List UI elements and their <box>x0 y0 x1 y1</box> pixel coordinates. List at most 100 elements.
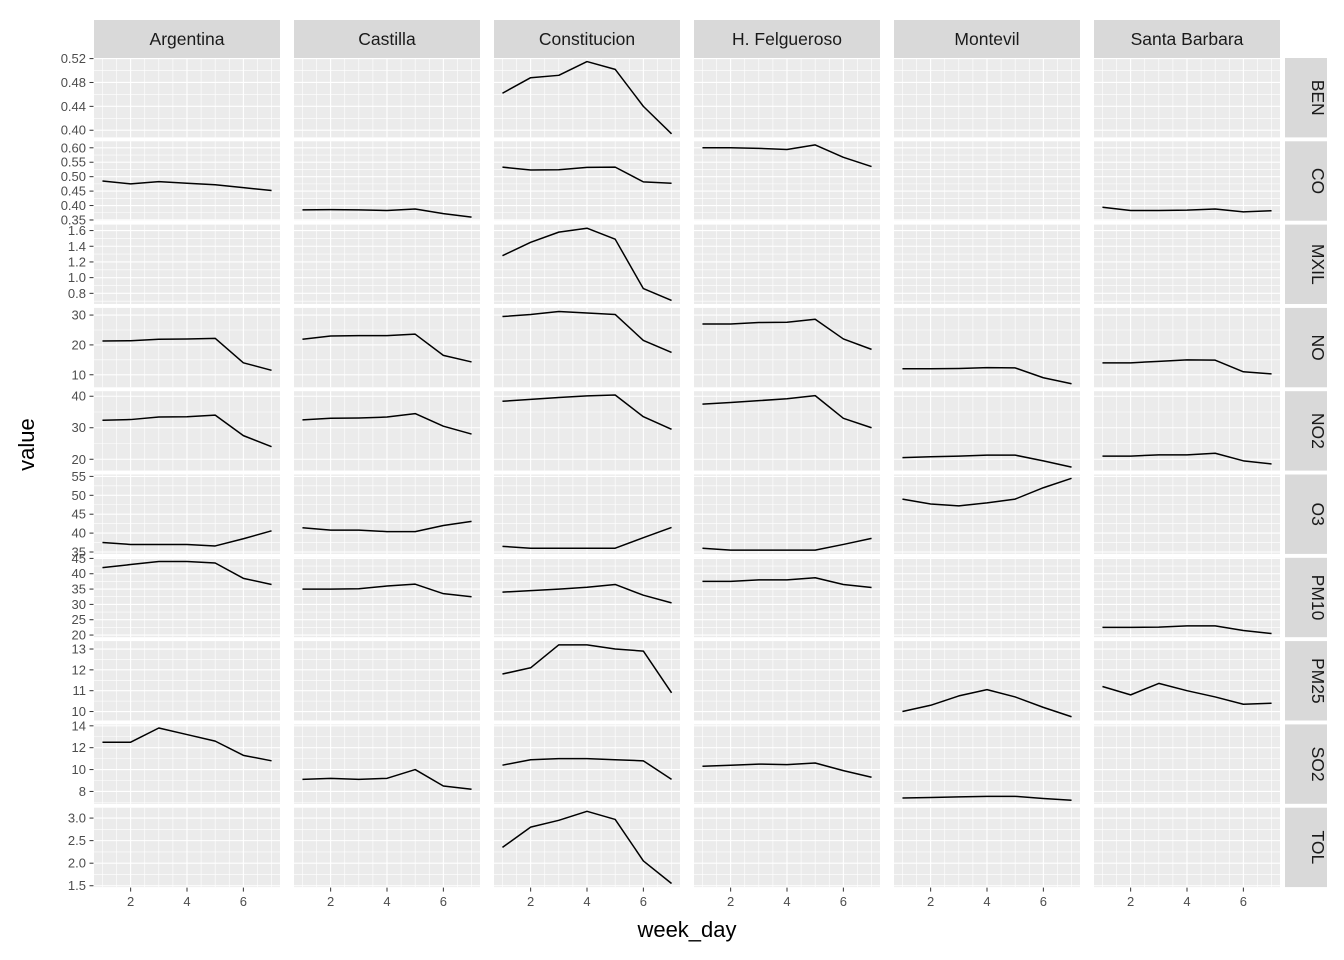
facet-column-label: Argentina <box>150 29 225 49</box>
x-tick-label: 6 <box>440 894 447 909</box>
y-tick-label: 20 <box>72 337 86 352</box>
facet-panel <box>294 557 480 638</box>
facet-panel <box>494 641 680 721</box>
x-tick-label: 4 <box>583 894 590 909</box>
data-line <box>1102 359 1272 375</box>
facet-panel <box>94 224 280 304</box>
y-tick-label: 14 <box>72 718 86 733</box>
data-line <box>502 810 673 885</box>
facet-column-label: Constitucion <box>539 29 635 49</box>
y-tick-label: 3.0 <box>68 811 86 826</box>
y-tick-label: 2.5 <box>68 833 86 848</box>
data-line <box>502 227 672 302</box>
y-tick-label: 0.50 <box>61 169 86 184</box>
y-tick-label: 1.6 <box>68 223 86 238</box>
facet-panel <box>894 724 1080 804</box>
data-line <box>102 180 272 192</box>
y-tick-label: 10 <box>72 367 86 382</box>
facet-panel <box>894 58 1080 138</box>
facet-panel <box>494 807 680 888</box>
facet-panel <box>94 307 280 388</box>
facet-column-strip: Castilla <box>294 20 480 58</box>
y-tick-label: 50 <box>72 488 86 503</box>
x-tick-label: 2 <box>127 894 134 909</box>
facet-panel <box>94 557 280 638</box>
facet-panel <box>694 307 880 388</box>
y-tick-label: 20 <box>72 628 86 643</box>
facet-panel <box>94 807 280 888</box>
facet-panel <box>294 58 480 138</box>
facet-panel <box>1094 557 1280 638</box>
facet-panel <box>1094 224 1280 304</box>
facet-panel <box>1094 724 1280 804</box>
facet-row-strip: MXIL <box>1285 224 1328 304</box>
x-tick-label: 6 <box>1240 894 1247 909</box>
facet-row-strip: O3 <box>1285 474 1328 554</box>
facet-row-strip-bg <box>1285 807 1327 888</box>
data-line <box>1102 625 1272 635</box>
facet-column-strip-bg <box>294 20 480 58</box>
facet-panel <box>294 224 480 304</box>
facet-panel <box>94 724 280 804</box>
facet-row-label: NO2 <box>1308 413 1328 449</box>
y-tick-label: 20 <box>72 452 86 467</box>
x-tick-label: 6 <box>1040 894 1047 909</box>
y-tick-label: 0.40 <box>61 123 86 138</box>
facet-row-strip: SO2 <box>1285 724 1328 804</box>
y-tick-label: 40 <box>72 389 86 404</box>
facet-panel <box>294 391 480 471</box>
data-line <box>302 768 472 790</box>
facet-row-strip-bg <box>1285 224 1327 304</box>
facet-panel <box>294 724 480 804</box>
y-tick-label: 40 <box>72 566 86 581</box>
data-line <box>102 337 272 372</box>
x-tick-label: 6 <box>240 894 247 909</box>
facet-panel <box>894 307 1080 388</box>
data-line <box>902 366 1072 385</box>
y-tick-label: 8 <box>79 784 86 799</box>
facet-panel <box>494 224 680 304</box>
x-tick-label: 4 <box>383 894 390 909</box>
y-tick-label: 55 <box>72 469 86 484</box>
data-line <box>502 310 672 354</box>
y-tick-label: 1.4 <box>68 239 86 254</box>
data-line <box>302 208 472 218</box>
y-tick-label: 1.5 <box>68 878 86 893</box>
x-tick-label: 2 <box>927 894 934 909</box>
data-line <box>502 166 672 185</box>
data-line <box>502 526 672 549</box>
facet-panel <box>494 307 680 388</box>
data-line <box>102 414 272 448</box>
data-line <box>502 644 673 694</box>
facet-panel <box>894 641 1080 721</box>
y-tick-label: 30 <box>72 597 86 612</box>
data-line <box>302 333 472 363</box>
facet-panel <box>894 474 1080 554</box>
facet-column-strip-bg <box>894 20 1080 58</box>
facet-column-label: Castilla <box>358 29 416 49</box>
facet-row-strip: NO <box>1285 307 1328 388</box>
facet-row-strip: CO <box>1285 141 1328 221</box>
data-line <box>302 412 472 435</box>
facet-panel <box>1094 391 1280 471</box>
facet-row-strip: PM25 <box>1285 641 1328 721</box>
x-tick-label: 4 <box>783 894 790 909</box>
data-line <box>102 727 272 762</box>
facet-row-strip: BEN <box>1285 58 1328 138</box>
y-tick-label: 12 <box>72 662 86 677</box>
facet-row-strip: TOL <box>1285 807 1328 888</box>
y-tick-label: 35 <box>72 582 86 597</box>
data-line <box>902 795 1072 801</box>
y-tick-label: 35 <box>72 545 86 560</box>
facet-panel <box>694 807 880 888</box>
facet-panel <box>694 58 880 138</box>
facet-column-label: Santa Barbara <box>1131 29 1244 49</box>
facet-row-strip: PM10 <box>1285 557 1328 638</box>
facet-panel <box>694 224 880 304</box>
data-line <box>502 583 672 604</box>
facet-column-strip-bg <box>94 20 280 58</box>
data-line <box>902 454 1072 468</box>
facet-panel <box>1094 474 1280 554</box>
facet-panel <box>694 391 880 471</box>
